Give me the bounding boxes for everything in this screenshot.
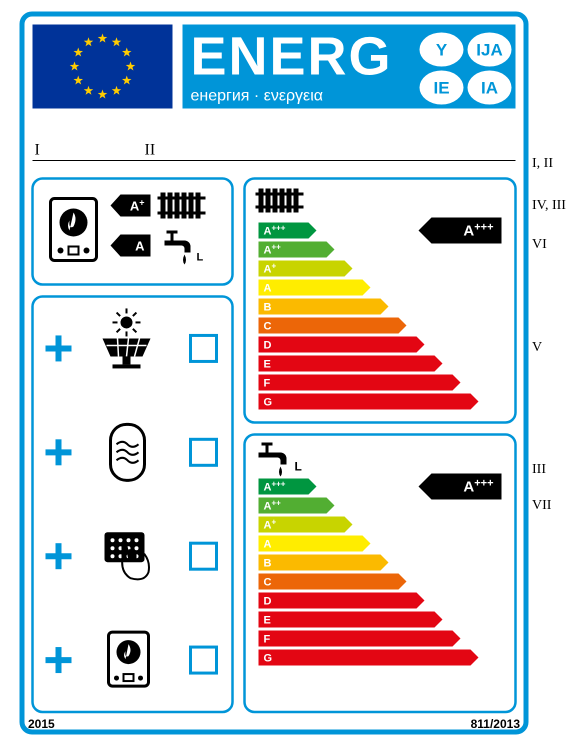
svg-text:G: G [264, 397, 273, 409]
svg-text:F: F [264, 378, 271, 390]
svg-text:II: II [145, 142, 156, 159]
svg-text:I: I [35, 142, 40, 159]
annot-V: V [532, 340, 542, 356]
energy-label-svg: ENERGенергия · ενεργειαYIJAIEIAIIIA+ALA+… [0, 0, 571, 751]
svg-text:L: L [197, 252, 204, 264]
page: ENERGенергия · ενεργειαYIJAIEIAIIIA+ALA+… [0, 0, 571, 751]
svg-text:G: G [264, 653, 273, 665]
svg-text:L: L [295, 460, 302, 474]
svg-text:E: E [264, 615, 271, 627]
svg-text:A: A [264, 539, 272, 551]
svg-text:F: F [264, 634, 271, 646]
svg-text:A: A [135, 239, 145, 254]
annot-VII: VII [532, 498, 551, 514]
svg-text:IE: IE [433, 79, 449, 98]
svg-text:IA: IA [481, 79, 498, 98]
svg-text:E: E [264, 359, 271, 371]
svg-text:2015: 2015 [28, 717, 55, 731]
svg-text:B: B [264, 558, 272, 570]
svg-text:D: D [264, 596, 272, 608]
svg-text:811/2013: 811/2013 [471, 717, 521, 731]
svg-text:C: C [264, 321, 272, 333]
svg-text:ENERG: ENERG [191, 27, 393, 87]
annot-III: III [532, 462, 546, 478]
svg-text:A: A [264, 283, 272, 295]
svg-text:IJA: IJA [476, 41, 502, 60]
annot-VI: VI [532, 237, 547, 253]
svg-text:Y: Y [436, 41, 448, 60]
svg-text:C: C [264, 577, 272, 589]
svg-text:B: B [264, 302, 272, 314]
svg-text:D: D [264, 340, 272, 352]
annot-I-II: I, II [532, 156, 553, 172]
annot-IV-III: IV, III [532, 198, 566, 214]
svg-text:енергия · ενεργεια: енергия · ενεργεια [191, 88, 324, 105]
